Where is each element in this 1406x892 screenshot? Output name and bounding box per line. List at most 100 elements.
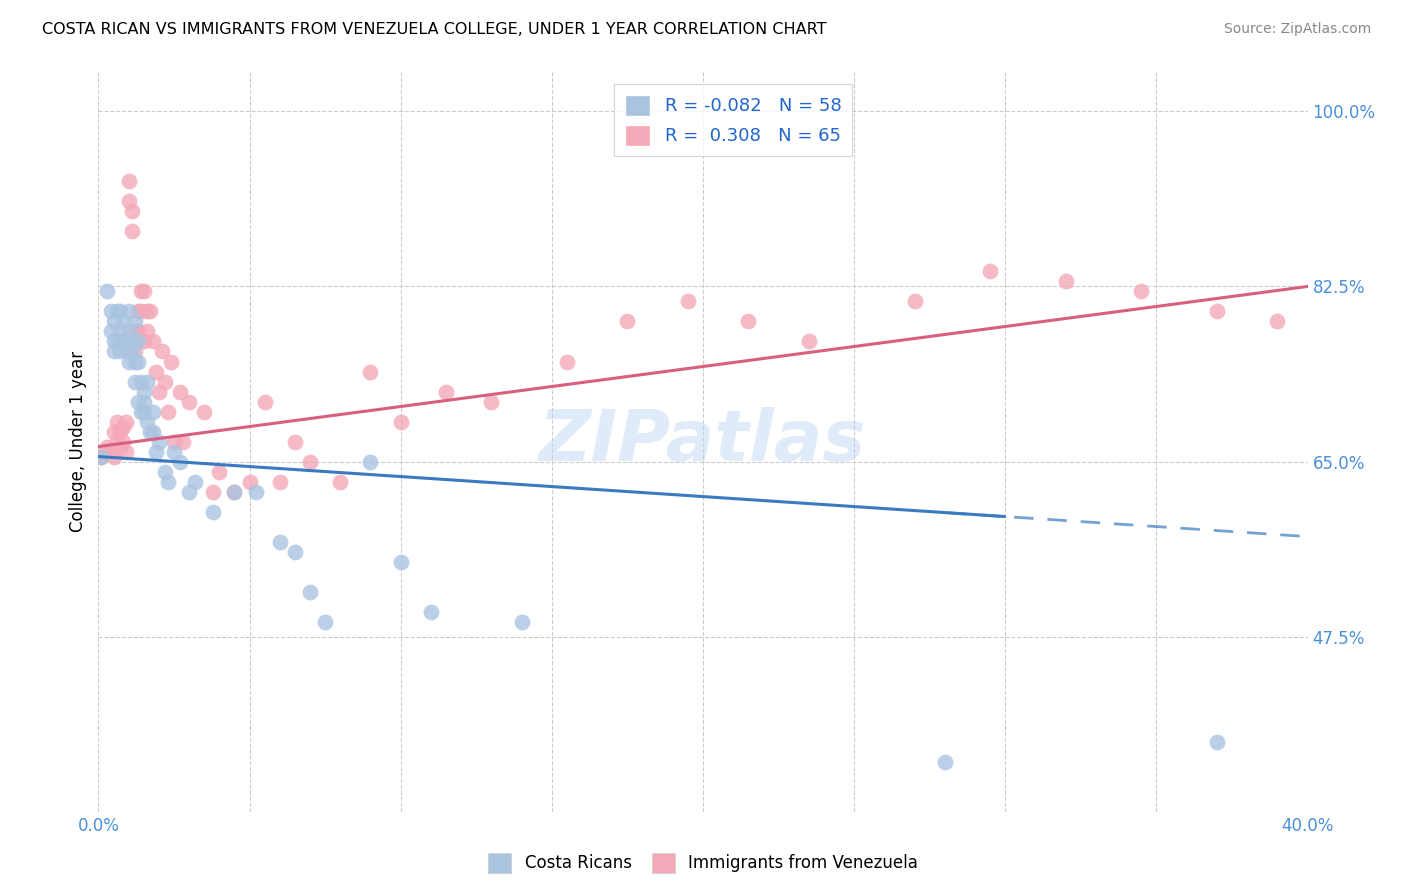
Point xyxy=(160,354,183,368)
Point xyxy=(269,475,291,489)
Point xyxy=(156,404,179,418)
Point xyxy=(108,344,131,359)
Point xyxy=(124,354,146,368)
Point xyxy=(676,294,699,309)
Point xyxy=(135,415,157,429)
Point xyxy=(142,425,165,439)
Point xyxy=(121,334,143,349)
Point xyxy=(153,465,176,479)
Point xyxy=(179,484,201,499)
Point xyxy=(139,304,162,318)
Point xyxy=(314,615,336,629)
Point xyxy=(510,615,533,629)
Text: ZIPatlas: ZIPatlas xyxy=(540,407,866,476)
Point xyxy=(132,285,155,299)
Point xyxy=(105,304,128,318)
Point xyxy=(193,404,215,418)
Point xyxy=(284,544,307,558)
Point xyxy=(127,325,149,339)
Point xyxy=(96,440,118,454)
Point xyxy=(118,325,141,339)
Point xyxy=(111,334,134,349)
Point xyxy=(100,304,122,318)
Point xyxy=(555,354,578,368)
Point xyxy=(163,434,186,449)
Point xyxy=(389,555,412,569)
Point xyxy=(253,394,276,409)
Point xyxy=(389,415,412,429)
Point xyxy=(103,334,125,349)
Point xyxy=(163,444,186,458)
Point xyxy=(135,325,157,339)
Point xyxy=(148,384,170,399)
Point xyxy=(1130,285,1153,299)
Legend: Costa Ricans, Immigrants from Venezuela: Costa Ricans, Immigrants from Venezuela xyxy=(481,847,925,880)
Point xyxy=(934,755,956,769)
Point xyxy=(129,304,152,318)
Point xyxy=(1206,304,1229,318)
Point xyxy=(224,484,246,499)
Point xyxy=(124,375,146,389)
Point xyxy=(121,344,143,359)
Point xyxy=(145,364,167,378)
Point xyxy=(904,294,927,309)
Point xyxy=(239,475,262,489)
Point xyxy=(299,454,322,468)
Point xyxy=(224,484,246,499)
Point xyxy=(169,454,191,468)
Point xyxy=(127,394,149,409)
Point xyxy=(108,304,131,318)
Point xyxy=(129,375,152,389)
Point xyxy=(105,434,128,449)
Point xyxy=(269,534,291,549)
Point xyxy=(103,450,125,464)
Point xyxy=(245,484,267,499)
Point xyxy=(145,444,167,458)
Point xyxy=(90,450,112,464)
Point xyxy=(202,484,225,499)
Point xyxy=(111,314,134,328)
Point xyxy=(114,334,136,349)
Point xyxy=(93,444,115,458)
Point xyxy=(135,304,157,318)
Point xyxy=(121,224,143,238)
Point xyxy=(616,314,638,328)
Point xyxy=(142,404,165,418)
Text: COSTA RICAN VS IMMIGRANTS FROM VENEZUELA COLLEGE, UNDER 1 YEAR CORRELATION CHART: COSTA RICAN VS IMMIGRANTS FROM VENEZUELA… xyxy=(42,22,827,37)
Point xyxy=(111,434,134,449)
Point xyxy=(148,434,170,449)
Point xyxy=(329,475,352,489)
Point xyxy=(132,394,155,409)
Point xyxy=(139,425,162,439)
Point xyxy=(129,285,152,299)
Point xyxy=(142,334,165,349)
Point xyxy=(184,475,207,489)
Point xyxy=(737,314,759,328)
Point xyxy=(111,419,134,434)
Point xyxy=(129,404,152,418)
Point xyxy=(150,344,173,359)
Point xyxy=(434,384,457,399)
Point xyxy=(132,384,155,399)
Point xyxy=(156,475,179,489)
Point xyxy=(202,505,225,519)
Y-axis label: College, Under 1 year: College, Under 1 year xyxy=(69,351,87,533)
Point xyxy=(208,465,231,479)
Point xyxy=(127,304,149,318)
Point xyxy=(100,325,122,339)
Point xyxy=(127,334,149,349)
Point xyxy=(124,314,146,328)
Point xyxy=(103,344,125,359)
Point xyxy=(1267,314,1289,328)
Point xyxy=(96,285,118,299)
Point xyxy=(132,404,155,418)
Point xyxy=(299,584,322,599)
Point xyxy=(420,605,443,619)
Point xyxy=(108,325,131,339)
Point xyxy=(169,384,191,399)
Text: Source: ZipAtlas.com: Source: ZipAtlas.com xyxy=(1223,22,1371,37)
Point xyxy=(284,434,307,449)
Point xyxy=(481,394,503,409)
Point xyxy=(1054,275,1077,289)
Point xyxy=(124,325,146,339)
